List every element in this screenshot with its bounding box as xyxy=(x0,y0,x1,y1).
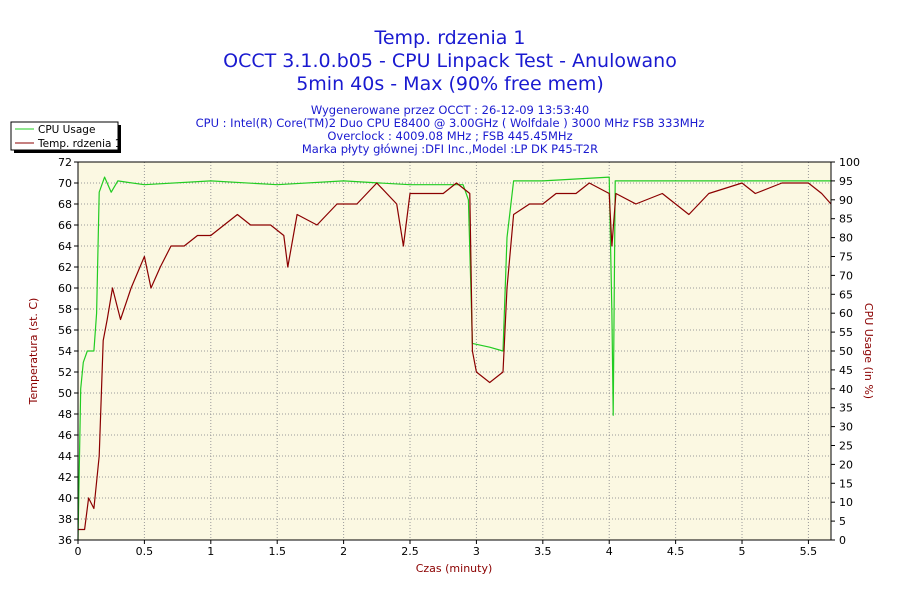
y-right-tick-label: 95 xyxy=(839,175,853,188)
y-axis-left-label: Temperatura (st. C) xyxy=(27,298,40,406)
y-left-tick-label: 56 xyxy=(58,324,72,337)
legend-box xyxy=(10,121,119,151)
x-tick-label: 2.5 xyxy=(401,545,419,558)
y-left-tick-label: 50 xyxy=(58,387,72,400)
y-left-tick-label: 46 xyxy=(58,429,72,442)
y-left-tick-label: 36 xyxy=(58,534,72,547)
y-right-tick-label: 40 xyxy=(839,383,853,396)
series-lines xyxy=(77,176,832,541)
axis-ticks: 0 0.5 1 1.5 2 2.5 3 3.5 4 4.5 5 5.53638404244464850… xyxy=(58,156,860,558)
x-tick-label: 1 xyxy=(207,545,214,558)
y-left-tick-label: 68 xyxy=(58,198,72,211)
legend-label-temperature: Temp. rdzenia 1 xyxy=(37,138,121,150)
series-line-cpu-usage xyxy=(77,176,831,541)
y-right-tick-label: 60 xyxy=(839,307,853,320)
legend-label-cpu-usage: CPU Usage xyxy=(38,124,95,136)
chart-subtitle-test: OCCT 3.1.0.b05 - CPU Linpack Test - Anul… xyxy=(223,50,677,72)
y-right-tick-label: 50 xyxy=(839,345,853,358)
series-line-temperature xyxy=(78,182,832,531)
chart-subtitle-duration: 5min 40s - Max (90% free mem) xyxy=(296,73,604,95)
x-tick-label: 2 xyxy=(340,545,347,558)
y-right-tick-label: 90 xyxy=(839,194,853,207)
info-cpu: CPU : Intel(R) Core(TM)2 Duo CPU E8400 @… xyxy=(195,116,705,130)
y-right-tick-label: 55 xyxy=(839,326,853,339)
x-tick-label: 4 xyxy=(606,545,613,558)
y-left-tick-label: 38 xyxy=(58,513,72,526)
y-right-tick-label: 30 xyxy=(839,421,853,434)
y-right-tick-label: 5 xyxy=(839,515,846,528)
y-left-tick-label: 70 xyxy=(58,177,72,190)
y-right-tick-label: 65 xyxy=(839,288,853,301)
y-right-tick-label: 45 xyxy=(839,364,853,377)
y-left-tick-label: 48 xyxy=(58,408,72,421)
y-right-tick-label: 10 xyxy=(839,496,853,509)
info-overclock: Overclock : 4009.08 MHz ; FSB 445.45MHz xyxy=(327,129,573,143)
y-axis-right-label: CPU Usage (in %) xyxy=(862,303,875,399)
x-tick-label: 3 xyxy=(473,545,480,558)
x-tick-label: 3.5 xyxy=(534,545,552,558)
info-motherboard: Marka płyty głównej :DFI Inc.,Model :LP … xyxy=(301,142,599,156)
chart-title: Temp. rdzenia 1 xyxy=(374,27,526,49)
y-left-tick-label: 62 xyxy=(58,261,72,274)
x-tick-label: 5 xyxy=(739,545,746,558)
y-left-tick-label: 52 xyxy=(58,366,72,379)
y-left-tick-label: 66 xyxy=(58,219,72,232)
y-left-tick-label: 58 xyxy=(58,303,72,316)
y-right-tick-label: 80 xyxy=(839,232,853,245)
y-left-tick-label: 64 xyxy=(58,240,72,253)
plot-area xyxy=(78,162,831,540)
x-tick-label: 5.5 xyxy=(800,545,818,558)
y-left-tick-label: 40 xyxy=(58,492,72,505)
y-left-tick-label: 60 xyxy=(58,282,72,295)
y-right-tick-label: 15 xyxy=(839,477,853,490)
y-right-tick-label: 85 xyxy=(839,213,853,226)
y-right-tick-label: 70 xyxy=(839,269,853,282)
x-tick-label: 0.5 xyxy=(136,545,154,558)
x-tick-label: 1.5 xyxy=(268,545,286,558)
y-left-tick-label: 42 xyxy=(58,471,72,484)
y-left-tick-label: 54 xyxy=(58,345,72,358)
y-left-tick-label: 44 xyxy=(58,450,72,463)
y-right-tick-label: 75 xyxy=(839,251,853,264)
x-axis-label: Czas (minuty) xyxy=(416,562,493,575)
x-tick-label: 0 xyxy=(75,545,82,558)
x-tick-label: 4.5 xyxy=(667,545,685,558)
y-right-tick-label: 100 xyxy=(839,156,860,169)
y-right-tick-label: 0 xyxy=(839,534,846,547)
legend: CPU Usage Temp. rdzenia 1 xyxy=(10,121,121,153)
y-left-tick-label: 72 xyxy=(58,156,72,169)
y-right-tick-label: 20 xyxy=(839,458,853,471)
y-right-tick-label: 35 xyxy=(839,402,853,415)
info-generated: Wygenerowane przez OCCT : 26-12-09 13:53… xyxy=(310,103,590,117)
y-right-tick-label: 25 xyxy=(839,440,853,453)
